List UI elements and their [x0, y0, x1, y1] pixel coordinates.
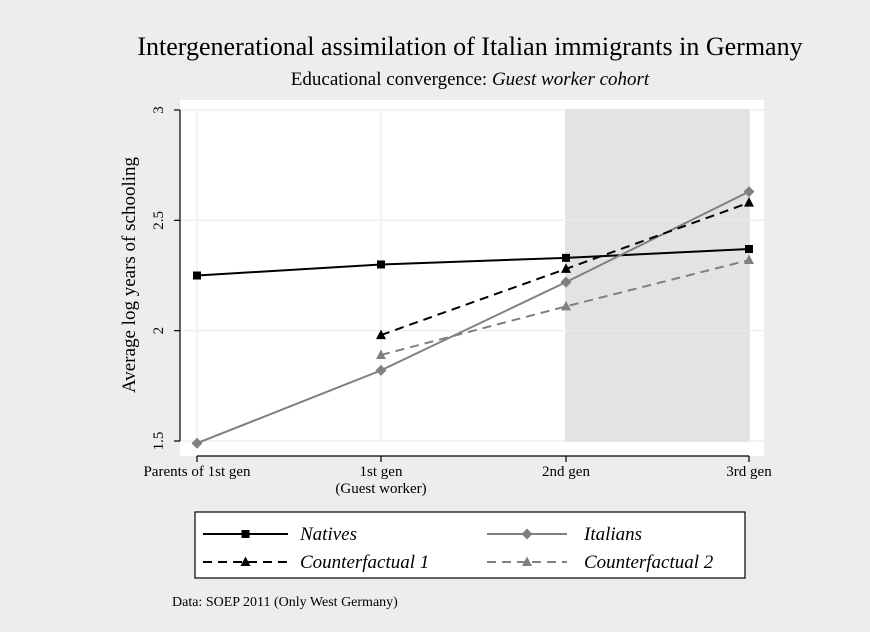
- legend-label-natives: Natives: [299, 524, 357, 545]
- series-point-natives-1: [377, 260, 385, 269]
- series-point-natives-3: [745, 245, 753, 254]
- series-point-natives-2: [562, 253, 570, 262]
- legend-marker-counterfactual-1: [240, 556, 251, 566]
- series-point-counterfactual-2-1: [561, 300, 571, 311]
- x-tick-sublabel-1: (Guest worker): [335, 481, 426, 497]
- shaded-region: [565, 109, 750, 442]
- legend-box: [194, 511, 746, 579]
- legend-layer: Natives Italians Counterfactual 1 Counterfa…: [203, 524, 714, 573]
- x-tick-label-1: 1st gen: [360, 464, 403, 480]
- legend-marker-counterfactual-2: [522, 556, 532, 566]
- series-point-italians-1: [375, 364, 387, 376]
- series-line-italians: [196, 190, 750, 445]
- legend-label-counterfactual-2: Counterfactual 2: [584, 552, 714, 573]
- legend-label-italians: Italians: [583, 524, 642, 545]
- legend-label-counterfactual-1: Counterfactual 1: [300, 552, 429, 573]
- axis-layer: 1.5 2 2.5 3 Parents of 1st gen 1st gen(Guest …: [143, 106, 772, 497]
- chart-subtitle-prefix: Educational convergence:: [291, 69, 492, 90]
- series-point-counterfactual-1-0: [376, 329, 386, 340]
- y-tick-label-0: 1.5: [151, 432, 167, 451]
- series-point-counterfactual-1-1: [561, 263, 571, 273]
- y-tick-label-3: 3: [151, 106, 167, 114]
- series-point-counterfactual-2-2: [744, 254, 754, 265]
- chart-subtitle-emph: Guest worker cohort: [492, 69, 650, 90]
- data-source-note: Data: SOEP 2011 (Only West Germany): [172, 595, 398, 610]
- series-point-italians-2: [560, 276, 572, 288]
- series-point-italians-3: [743, 186, 755, 198]
- y-tick-label-1: 2: [151, 327, 167, 335]
- x-tick-label-2: 2nd gen: [542, 464, 590, 480]
- series-line-natives: [196, 248, 750, 277]
- y-tick-label-2: 2.5: [151, 211, 167, 230]
- chart-title: Intergenerational assimilation of Italia…: [137, 32, 802, 61]
- series-layer: [191, 186, 755, 449]
- x-tick-label-0: Parents of 1st gen: [143, 464, 251, 480]
- legend-marker-natives: [241, 530, 250, 538]
- y-axis-label: Average log years of schooling: [119, 156, 140, 393]
- series-point-counterfactual-1-2: [744, 197, 754, 207]
- series-point-italians-0: [191, 437, 203, 449]
- series-line-counterfactual-2: [380, 259, 750, 356]
- series-point-counterfactual-2-0: [376, 349, 386, 359]
- x-tick-label-3: 3rd gen: [726, 464, 772, 480]
- series-point-natives-0: [193, 271, 201, 280]
- chart-subtitle: Educational convergence: Guest worker co…: [291, 69, 650, 90]
- shaded-region-layer: [565, 109, 750, 442]
- legend-marker-italians: [521, 528, 533, 540]
